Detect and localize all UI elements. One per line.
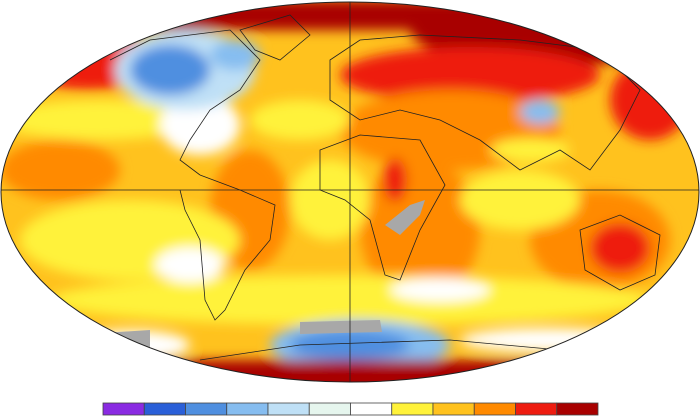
colorbar-swatch (185, 402, 228, 416)
colorbar-swatch (102, 402, 145, 416)
colorbar-swatch (391, 402, 434, 416)
coastlines (109, 14, 661, 361)
no-data (300, 320, 382, 334)
colorbar-swatch (432, 402, 475, 416)
colorbar-swatch (143, 402, 186, 416)
colorbar-swatch (267, 402, 310, 416)
anomaly-field (1, 2, 699, 382)
no-data (70, 330, 150, 352)
colorbar-swatch (556, 402, 599, 416)
colorbar-swatch (308, 402, 351, 416)
map-outline (0, 1, 700, 383)
no-data (385, 200, 425, 235)
colorbar-swatch (226, 402, 269, 416)
colorbar-swatch (350, 402, 393, 416)
colorbar-swatch (473, 402, 516, 416)
colorbar (102, 402, 599, 416)
colorbar-swatch (515, 402, 558, 416)
